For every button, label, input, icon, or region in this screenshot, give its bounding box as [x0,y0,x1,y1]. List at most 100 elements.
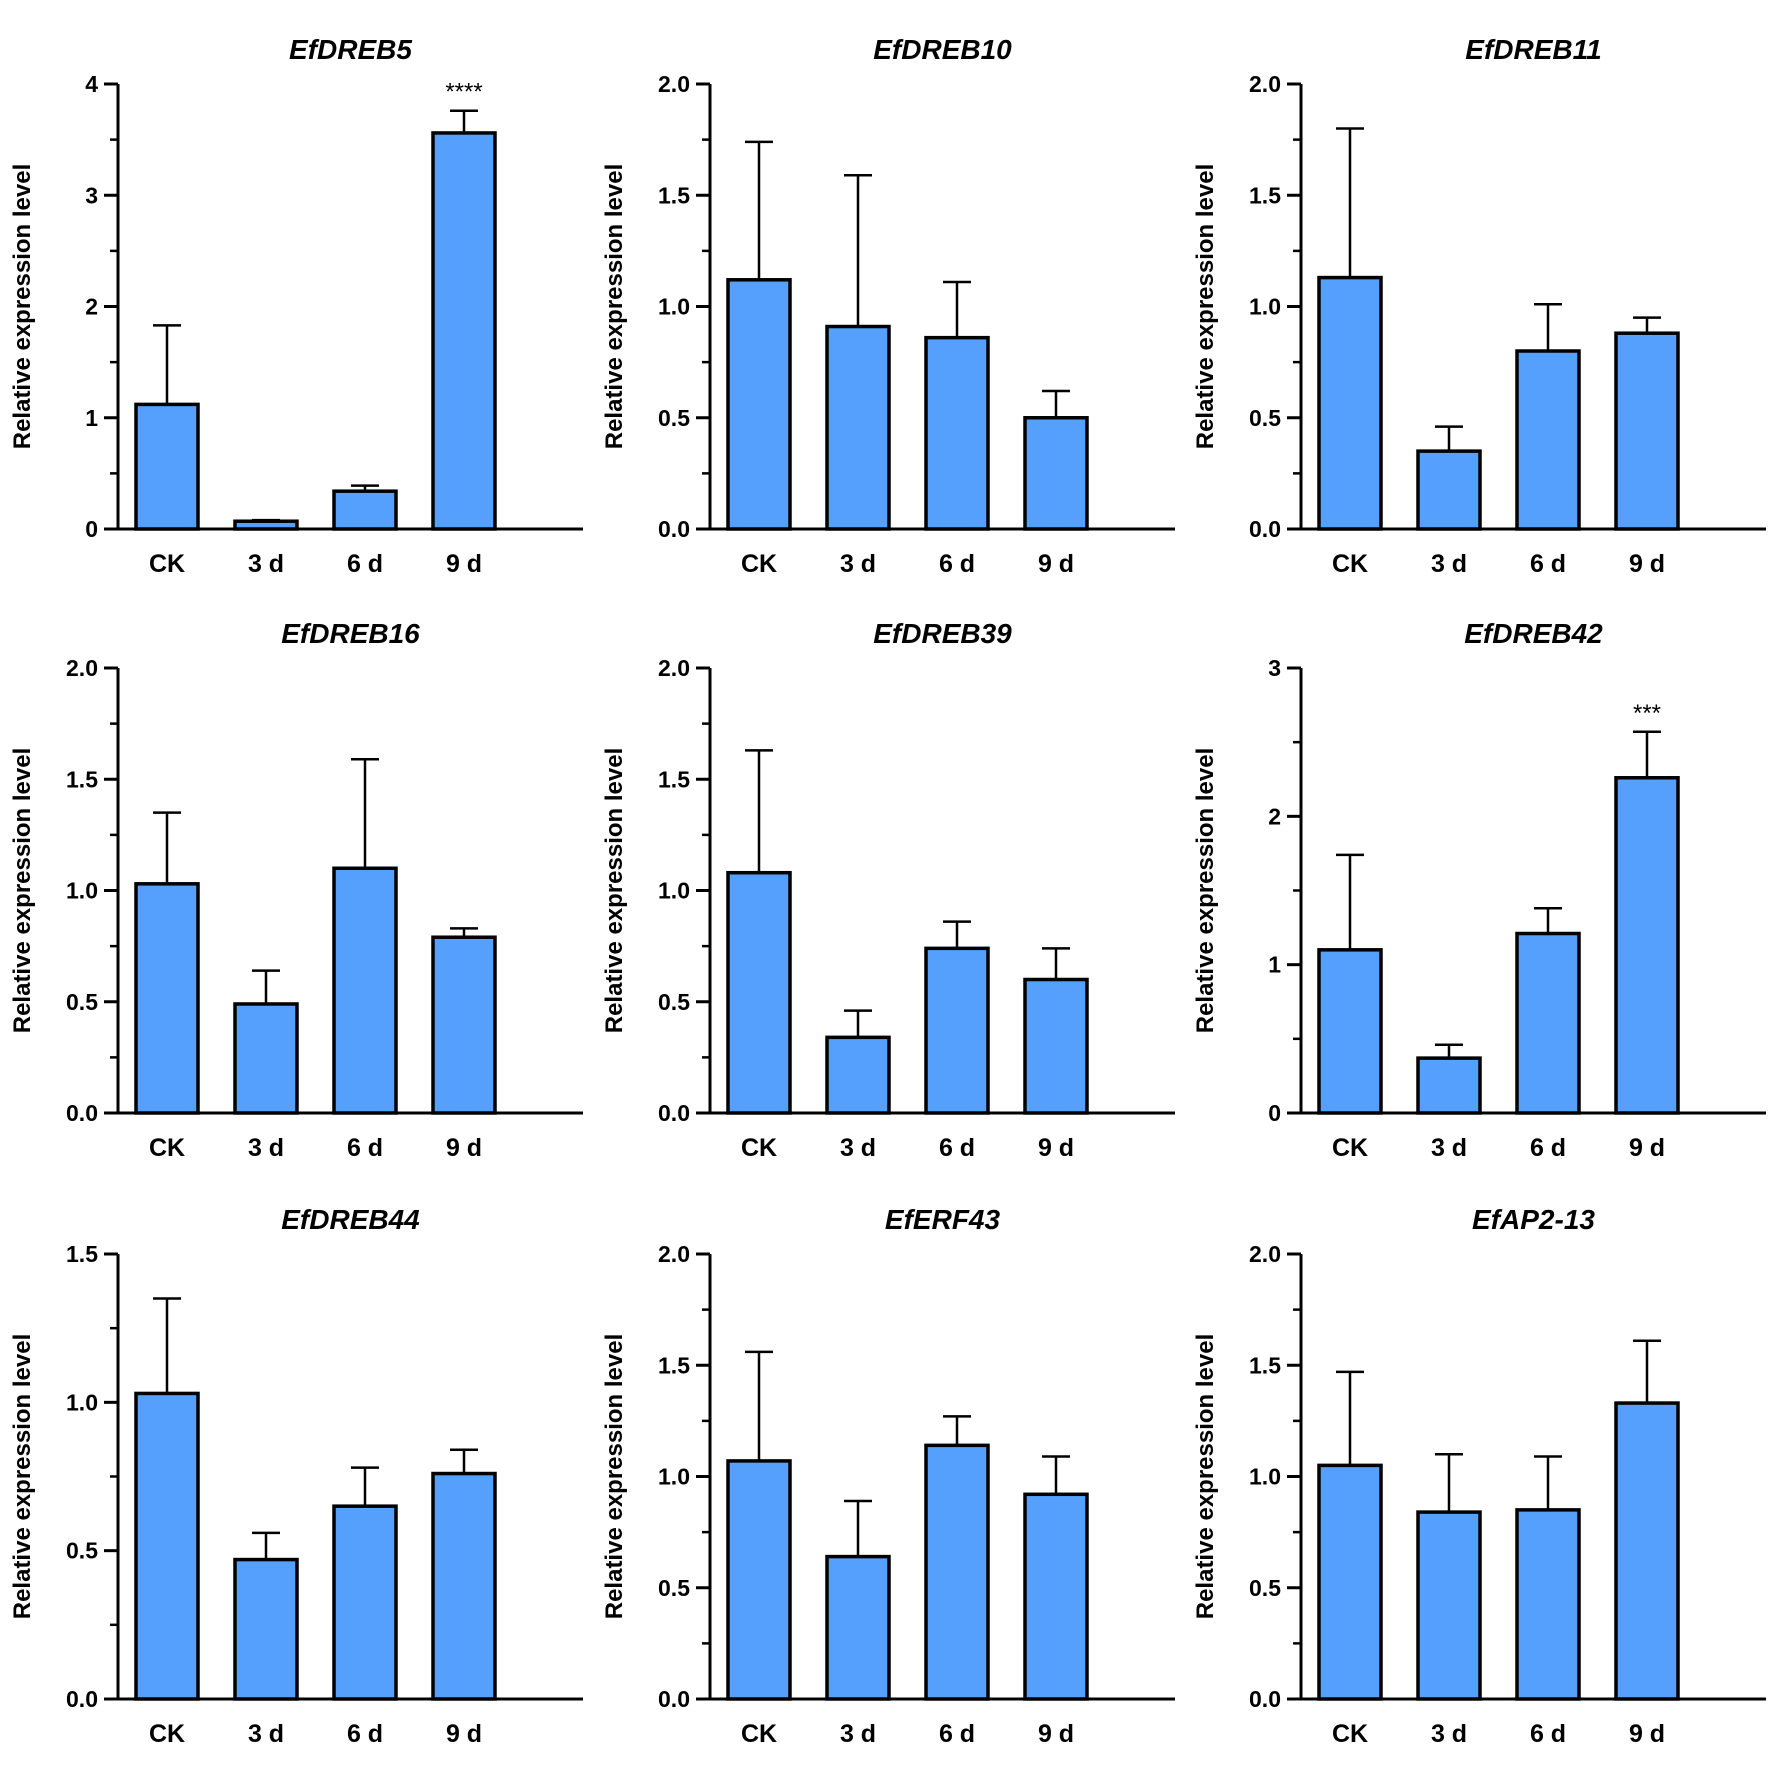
bar-3d [1416,449,1482,531]
y-tick-label: 1 [85,405,98,431]
y-tick-label: 0.0 [658,1686,690,1712]
x-tick-label: CK [741,1720,777,1748]
x-tick-label: 9 d [1038,1720,1074,1748]
x-tick-label: CK [149,1720,185,1748]
x-tick-label: 3 d [248,550,284,578]
bar-3d [1416,1056,1482,1115]
chart-title: EfDREB16 [281,618,420,649]
bar-6d [924,1443,990,1701]
y-tick-label: 1.5 [658,766,690,792]
chart-panel-6: EfDREB42 Relative expression level CK 3 d 6 … [1192,618,1766,1162]
x-tick-label: CK [1332,1134,1368,1162]
y-tick-label: 0.0 [658,516,690,542]
bar-9d [1614,1401,1680,1701]
y-tick-label: 3 [85,182,98,208]
chart-panel-5: EfDREB39 Relative expression level CK 3 d 6 … [601,618,1175,1162]
y-tick-label: 0 [85,516,98,542]
bar-3d [825,1035,891,1115]
y-tick-label: 1.0 [658,878,690,904]
y-tick-label: 3 [1268,655,1281,681]
y-tick-label: 2 [85,294,98,320]
y-axis-label: Relative expression level [601,1334,628,1620]
y-tick-label: 0.5 [1249,405,1281,431]
significance-marker: **** [445,79,482,106]
y-tick-label: 1.5 [658,182,690,208]
y-tick-label: 1.0 [1249,294,1281,320]
chart-panel-4: EfDREB16 Relative expression level CK 3 d 6 … [9,618,583,1162]
y-axis-label: Relative expression level [1192,164,1219,450]
y-tick-label: 0.5 [658,405,690,431]
x-tick-label: 6 d [347,1720,383,1748]
x-tick-label: CK [741,550,777,578]
bar-6d [332,1504,398,1701]
significance-marker: *** [1633,700,1661,727]
y-tick-label: 2.0 [658,1241,690,1267]
x-tick-label: 9 d [446,1134,482,1162]
bar-ck [726,870,792,1115]
y-tick-label: 0.0 [66,1686,98,1712]
x-tick-label: 6 d [939,550,975,578]
bar-6d [332,866,398,1115]
y-tick-label: 1 [1268,952,1281,978]
bar-9d [1023,1492,1089,1701]
bar-3d [233,1002,299,1115]
chart-title: EfDREB39 [873,618,1012,649]
chart-title: EfDREB11 [1465,34,1601,65]
bar-3d [233,1557,299,1701]
bar-9d [431,935,497,1115]
bar-ck [134,882,200,1115]
y-axis-label: Relative expression level [9,748,36,1034]
bar-9d [1023,416,1089,531]
x-tick-label: 3 d [248,1720,284,1748]
x-tick-label: 6 d [347,550,383,578]
chart-title: EfDREB44 [281,1204,420,1235]
x-tick-label: CK [741,1134,777,1162]
chart-panel-7: EfDREB44 Relative expression level CK 3 d 6 … [9,1204,583,1748]
y-tick-label: 4 [85,71,98,97]
y-tick-label: 0.5 [658,1575,690,1601]
x-tick-label: 3 d [840,550,876,578]
y-tick-label: 1.0 [1249,1464,1281,1490]
x-tick-label: CK [149,1134,185,1162]
y-axis-label: Relative expression level [601,748,628,1034]
y-tick-label: 0.0 [66,1100,98,1126]
chart-panel-8: EfERF43 Relative expression level CK 3 d 6 d… [601,1204,1175,1748]
bar-9d [431,131,497,531]
bar-6d [924,946,990,1115]
chart-panel-1: EfDREB5 Relative expression level CK 3 d 6 d… [9,34,583,578]
x-tick-label: 9 d [1629,550,1665,578]
x-tick-label: 3 d [1431,1720,1467,1748]
y-tick-label: 0.5 [658,989,690,1015]
y-tick-label: 0.5 [66,989,98,1015]
y-tick-label: 1.0 [658,1464,690,1490]
x-tick-label: 9 d [1038,1134,1074,1162]
y-tick-label: 2.0 [658,71,690,97]
y-tick-label: 0.0 [1249,516,1281,542]
y-tick-label: 1.5 [66,1241,98,1267]
y-tick-label: 0.0 [658,1100,690,1126]
x-tick-label: CK [1332,550,1368,578]
y-tick-label: 0.5 [66,1538,98,1564]
bar-6d [924,335,990,531]
y-axis-label: Relative expression level [601,164,628,450]
bar-9d [1614,776,1680,1115]
x-tick-label: 3 d [248,1134,284,1162]
y-tick-label: 0.0 [1249,1686,1281,1712]
x-tick-label: 6 d [939,1720,975,1748]
y-tick-label: 1.5 [66,766,98,792]
bar-3d [825,1554,891,1701]
bar-ck [134,1391,200,1701]
x-tick-label: 3 d [840,1134,876,1162]
y-axis-label: Relative expression level [1192,748,1219,1034]
y-axis-label: Relative expression level [1192,1334,1219,1620]
y-tick-label: 0.5 [1249,1575,1281,1601]
bar-6d [1515,1508,1581,1701]
y-tick-label: 1.0 [658,294,690,320]
x-tick-label: CK [1332,1720,1368,1748]
y-tick-label: 2.0 [658,655,690,681]
chart-panel-2: EfDREB10 Relative expression level CK 3 d 6 … [601,34,1175,578]
chart-title: EfERF43 [885,1204,1001,1235]
x-tick-label: CK [149,550,185,578]
x-tick-label: 3 d [840,1720,876,1748]
